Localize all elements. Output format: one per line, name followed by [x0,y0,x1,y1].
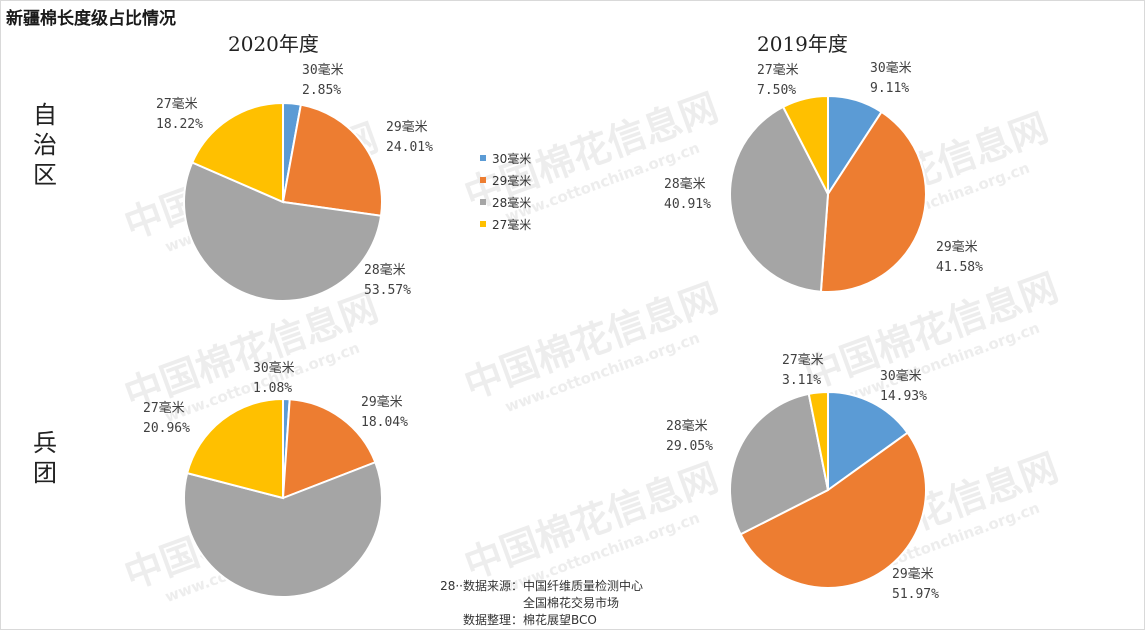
slice-value-label: 29.05% [666,439,713,454]
pie-slice-28毫米 [182,460,383,598]
slice-value-label: 41.58% [936,260,983,275]
source-note: 28··数据来源： 中国纤维质量检测中心 全国棉花交易市场 数据整理： 棉花展望BC… [418,578,643,629]
slice-category-label: 29毫米 [386,119,428,135]
slice-category-label: 29毫米 [936,239,978,255]
legend-swatch [480,155,486,161]
slice-value-label: 2.85% [302,83,341,98]
slice-value-label: 20.96% [143,421,190,436]
slice-value-label: 7.50% [757,83,796,98]
slice-value-label: 53.57% [364,283,411,298]
legend-item-28: 28毫米 [480,191,531,213]
legend-label: 28毫米 [492,195,532,210]
slice-category-label: 30毫米 [870,60,912,76]
source-value: 全国棉花交易市场 [523,596,620,610]
pie-slice-27毫米 [190,101,284,204]
slice-category-label: 30毫米 [253,360,295,376]
slice-category-label: 29毫米 [892,566,934,582]
pie-slice-29毫米 [281,103,383,217]
compiler-label: 数据整理： [462,613,523,627]
pie-slice-28毫米 [729,392,830,536]
pie-slice-30毫米 [827,390,909,492]
slice-category-label: 30毫米 [880,368,922,384]
slice-value-label: 3.11% [782,373,821,388]
slice-category-label: 28毫米 [666,418,708,434]
page-title: 新疆棉长度级占比情况 [6,9,176,29]
pie-slice-27毫米 [185,397,284,500]
slice-category-label: 29毫米 [361,394,403,410]
compiler-value: 棉花展望BCO [523,613,597,627]
legend-swatch [480,221,486,227]
legend-item-27: 27毫米 [480,213,531,235]
slice-value-label: 1.08% [253,381,292,396]
pie-slice-29毫米 [819,110,927,293]
year-title-2019: 2019年度 [757,32,848,56]
legend-label: 27毫米 [492,217,532,232]
slice-value-label: 18.22% [156,117,203,132]
legend-swatch [480,177,486,183]
pie-slice-27毫米 [807,390,829,491]
source-value: 中国纤维质量检测中心 [523,579,644,593]
year-title-2020: 2020年度 [228,32,319,56]
legend-item-29: 29毫米 [480,169,531,191]
slice-value-label: 9.11% [870,81,909,96]
pie-slice-28毫米 [182,161,383,303]
slice-value-label: 14.93% [880,389,927,404]
pie-slice-27毫米 [781,94,829,195]
pie-slice-28毫米 [729,105,830,293]
pie-slice-29毫米 [281,398,377,500]
legend: 30毫米 29毫米 28毫米 27毫米 [480,147,531,235]
slice-value-label: 40.91% [664,197,711,212]
legend-item-30: 30毫米 [480,147,531,169]
slice-value-label: 18.04% [361,415,408,430]
slice-category-label: 28毫米 [664,176,706,192]
slice-category-label: 28毫米 [364,262,406,278]
pie-slice-29毫米 [739,431,927,589]
source-label: 28··数据来源： [440,579,523,593]
row-label-corps: 兵团 [33,429,57,487]
legend-label: 30毫米 [492,151,532,166]
slice-value-label: 51.97% [892,587,939,602]
slice-value-label: 24.01% [386,140,433,155]
slice-category-label: 27毫米 [757,62,799,78]
legend-swatch [480,199,486,205]
legend-label: 29毫米 [492,173,532,188]
slice-category-label: 27毫米 [143,400,185,416]
slice-category-label: 27毫米 [156,96,198,112]
slice-category-label: 30毫米 [302,62,344,78]
row-label-region: 自治区 [33,101,57,189]
slice-category-label: 27毫米 [782,352,824,368]
